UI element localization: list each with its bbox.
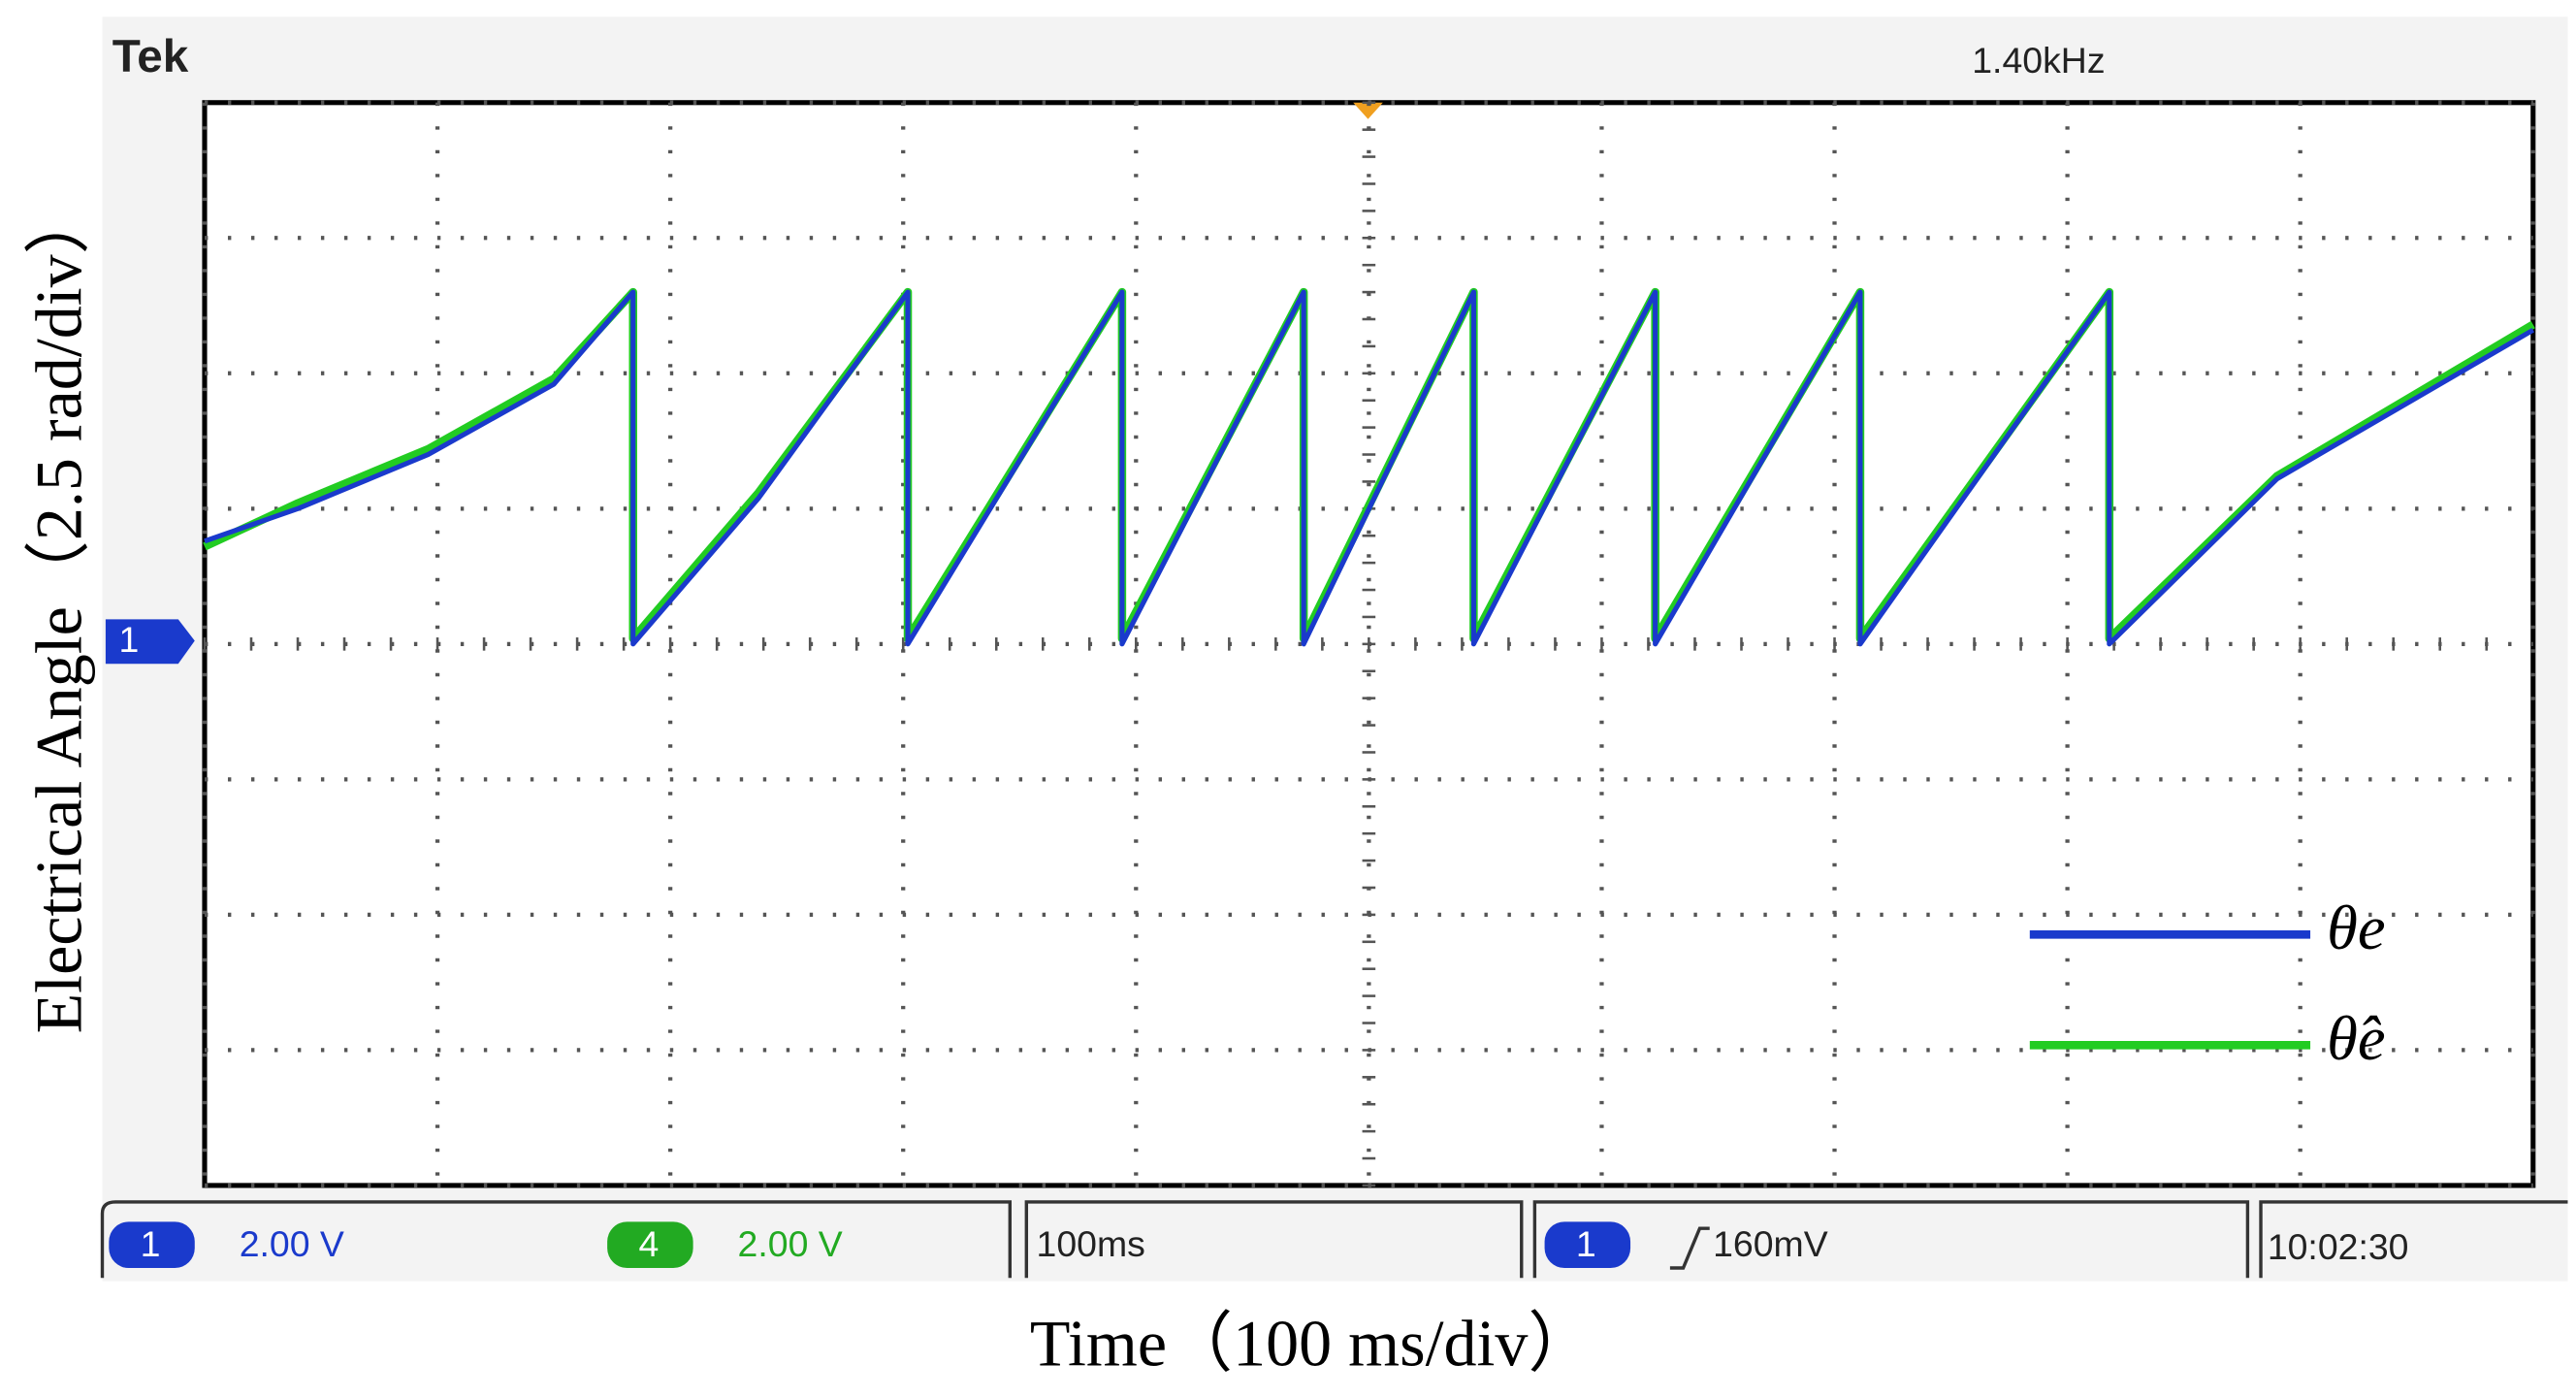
series-line (204, 289, 2535, 647)
scope-annotation: 2.00 V (738, 1223, 843, 1264)
y-axis-label: Electrical Angle（2.5 rad/div） (22, 188, 96, 1033)
x-axis-label: Time（100 ms/div） (1030, 1307, 1594, 1381)
scope-annotation: 2.00 V (240, 1223, 344, 1264)
channel-badge (1544, 1221, 1631, 1269)
legend-label: θe (2327, 893, 2385, 962)
channel-badge (607, 1221, 693, 1269)
scope-annotation: 100ms (1037, 1223, 1145, 1264)
trigger-slope-icon (1669, 1226, 1710, 1270)
status-box (1532, 1200, 2250, 1279)
trigger-marker (1353, 102, 1383, 119)
scope-annotation: 1 (119, 619, 140, 660)
scope-annotation: 160mV (1713, 1223, 1828, 1264)
scope-annotation: 10:02:30 (2268, 1226, 2409, 1267)
status-box (2259, 1200, 2568, 1279)
scope-annotation: 1 (1576, 1223, 1596, 1264)
status-box (1024, 1200, 1524, 1279)
channel-marker (105, 619, 195, 665)
scope-annotation: 4 (638, 1223, 659, 1264)
status-box (100, 1200, 1013, 1279)
status-bar (100, 1200, 2568, 1279)
scope-annotation: Tek (113, 31, 189, 82)
scope-annotation: 1.40kHz (1972, 40, 2105, 81)
legend-label: θ̂e (2327, 1003, 2385, 1073)
channel-badge (109, 1221, 195, 1269)
scope-annotation: 1 (141, 1223, 161, 1264)
